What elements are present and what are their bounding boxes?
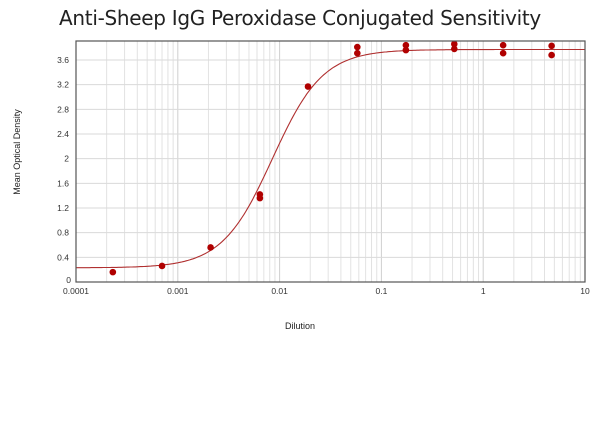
y-tick-label: 1.6 [57, 178, 69, 188]
data-point [304, 83, 312, 90]
y-tick-label: 0.8 [57, 228, 69, 238]
y-tick-label: 3.6 [57, 55, 69, 65]
data-point [402, 46, 410, 54]
gridlines [76, 41, 585, 282]
y-tick-label: 2.4 [57, 129, 69, 139]
chart-title: Anti-Sheep IgG Peroxidase Conjugated Sen… [59, 6, 541, 30]
data-points [109, 40, 555, 276]
data-point [548, 42, 555, 50]
y-tick-label: 0.4 [57, 252, 69, 262]
x-tick-label: 0.01 [271, 286, 288, 296]
data-point [256, 191, 264, 198]
data-point [354, 43, 361, 51]
x-tick-label: 1 [481, 286, 486, 296]
y-tick-label: 1.2 [57, 203, 69, 213]
data-point [354, 49, 361, 57]
x-axis-label: Dilution [284, 321, 316, 331]
x-tick-label: 0.001 [167, 286, 189, 296]
x-tick-label: 0.0001 [63, 286, 89, 296]
y-tick-label: 2 [64, 154, 69, 164]
x-tick-label: 0.1 [375, 286, 387, 296]
x-axis-ticks: 0.0001 0.001 0.01 0.1 1 10 [63, 286, 590, 296]
data-point [402, 41, 410, 49]
y-tick-label: 3.2 [57, 80, 69, 90]
y-tick-label: 2.8 [57, 104, 69, 114]
y-tick-label: 0 [66, 275, 71, 285]
plot-frame [75, 40, 586, 283]
data-point [450, 40, 458, 48]
data-point [499, 41, 507, 49]
data-point [499, 49, 507, 57]
data-point [450, 45, 458, 53]
data-point [158, 262, 166, 270]
data-point [109, 268, 117, 276]
y-axis-ticks: 0 0.4 0.8 1.2 1.6 2 2.4 2.8 3.2 3.6 [57, 55, 71, 285]
x-tick-label: 10 [580, 286, 590, 296]
data-point [548, 51, 555, 59]
data-point [207, 244, 214, 251]
